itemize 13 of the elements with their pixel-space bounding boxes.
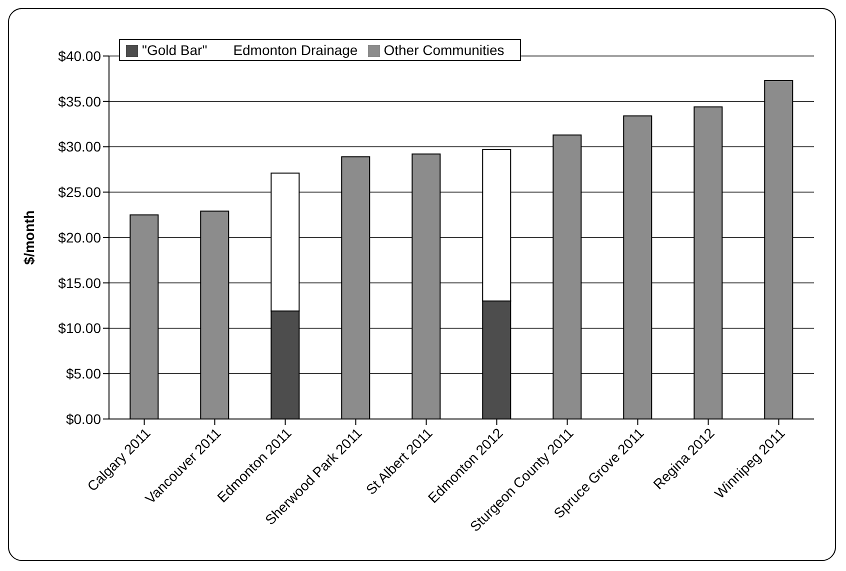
text: Edmonton Drainage — [233, 42, 358, 58]
legend-label: "Gold Bar" — [142, 42, 208, 58]
y-tick-label: $25.00 — [58, 184, 102, 200]
y-tick-label: $40.00 — [58, 48, 102, 64]
y-tick-label: $30.00 — [58, 138, 102, 155]
y-tick-label: $0.00 — [66, 410, 102, 427]
y-tick-label: $35.00 — [58, 93, 102, 110]
y-tick-label: $15.00 — [58, 274, 102, 291]
legend-label: Other Communities — [384, 42, 504, 58]
y-tick-label: $5.00 — [66, 366, 102, 382]
y-tick-label: $20.00 — [58, 229, 102, 246]
y-tick-label: $10.00 — [58, 320, 102, 336]
y-axis-title: $/month — [20, 210, 37, 265]
